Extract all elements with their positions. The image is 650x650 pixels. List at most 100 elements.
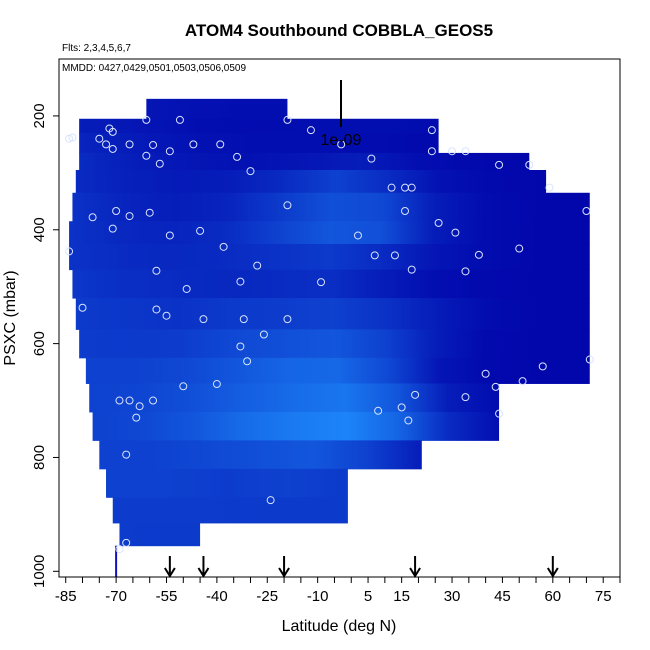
observation-point (115, 396, 124, 405)
observation-point (370, 251, 379, 260)
observation-point (401, 206, 410, 215)
curtain-cell (79, 133, 439, 154)
observation-point (474, 250, 483, 259)
observation-point (145, 208, 154, 217)
observation-point (88, 213, 97, 222)
observation-point (283, 115, 292, 124)
y-tick-label: 600 (31, 331, 48, 356)
observation-point (236, 342, 245, 351)
observation-point (152, 305, 161, 314)
flight-arrow (409, 556, 421, 578)
curtain-cell (79, 152, 530, 171)
observation-point (283, 201, 292, 210)
observation-point (122, 450, 131, 459)
observation-point (142, 115, 151, 124)
dates-subtitle: MMDD: 0427,0429,0501,0503,0506,0509 (62, 63, 246, 74)
observation-point (518, 377, 527, 386)
x-tick-label: 30 (444, 588, 461, 605)
flight-arrow (197, 556, 210, 578)
observation-point (219, 242, 228, 251)
observation-point (427, 147, 436, 156)
observation-point (266, 496, 275, 505)
observation-point (538, 362, 547, 371)
observation-point (461, 147, 470, 156)
curtain-cell (69, 221, 590, 245)
observation-point (495, 160, 504, 169)
observation-point (65, 247, 74, 256)
observation-point (582, 206, 591, 215)
flight-arrow (278, 556, 290, 578)
curtain-cell (72, 192, 590, 222)
observation-point (132, 413, 141, 422)
observation-point (461, 267, 470, 276)
observation-point (68, 133, 77, 142)
observation-point (189, 140, 198, 149)
scale-label: 1e-09 (321, 132, 362, 149)
x-tick-label: -85 (55, 588, 77, 605)
observation-point (112, 206, 121, 215)
observation-point (196, 226, 205, 235)
observation-points (65, 115, 594, 554)
chart-title: ATOM4 Southbound COBBLA_GEOS5 (185, 21, 493, 40)
curtain-cell (75, 170, 547, 194)
curtain-cell (119, 522, 201, 547)
x-tick-label: 60 (544, 588, 561, 605)
observation-point (233, 152, 242, 161)
curtain-cell (106, 468, 348, 498)
curtain-cell (92, 411, 500, 441)
observation-point (95, 134, 104, 143)
observation-point (253, 261, 262, 270)
observation-point (337, 140, 346, 149)
observation-point (65, 134, 74, 143)
x-tick-label: -10 (307, 588, 329, 605)
curtain-cell (72, 269, 590, 299)
x-tick-label: 45 (494, 588, 511, 605)
observation-point (152, 266, 161, 275)
observation-point (102, 140, 111, 149)
x-tick-label: -70 (105, 588, 127, 605)
y-tick-label: 400 (31, 217, 48, 242)
observation-point (387, 183, 396, 192)
observation-point (491, 382, 500, 391)
curtain-heatmap (69, 98, 590, 577)
observation-point (243, 357, 252, 366)
observation-point (495, 409, 504, 418)
observation-point (404, 416, 413, 425)
observation-point (125, 396, 134, 405)
plot-frame (58, 58, 621, 578)
observation-point (142, 151, 151, 160)
y-axis: 200 400 600 800 1000 (31, 103, 59, 588)
curtain-cell (69, 244, 590, 271)
observation-point (236, 277, 245, 286)
observation-point (212, 380, 221, 389)
y-axis-label: PSXC (mbar) (2, 270, 19, 365)
flights-subtitle: Flts: 2,3,4,5,6,7 (62, 43, 131, 54)
observation-point (525, 160, 534, 169)
observation-point (461, 393, 470, 402)
observation-point (115, 545, 124, 554)
curtain-cell (85, 357, 590, 384)
observation-point (448, 147, 457, 156)
observation-point (545, 183, 554, 192)
observation-point (199, 315, 208, 324)
x-tick-label: 15 (393, 588, 410, 605)
observation-point (434, 218, 443, 227)
x-tick-label: 75 (595, 588, 612, 605)
observation-point (411, 390, 420, 399)
observation-point (259, 330, 268, 339)
observation-point (585, 355, 594, 364)
observation-point (179, 382, 188, 391)
flight-arrow (164, 556, 176, 578)
observation-point (108, 127, 117, 136)
observation-point (162, 311, 171, 320)
flight-arrows (164, 556, 559, 578)
x-tick-label: -40 (206, 588, 228, 605)
observation-point (78, 303, 87, 312)
observation-point (407, 265, 416, 274)
observation-point (216, 140, 225, 149)
observation-point (175, 115, 184, 124)
observation-point (481, 369, 490, 378)
observation-point (317, 278, 326, 287)
observation-point (165, 147, 174, 156)
